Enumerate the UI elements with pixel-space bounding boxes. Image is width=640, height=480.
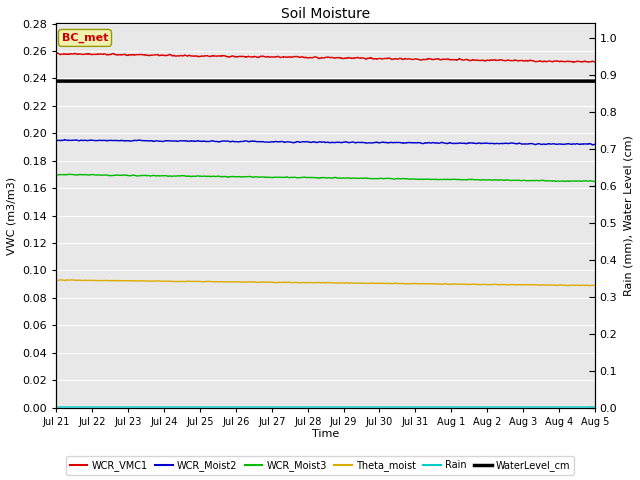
Text: BC_met: BC_met <box>62 33 108 43</box>
X-axis label: Time: Time <box>312 430 339 440</box>
Title: Soil Moisture: Soil Moisture <box>281 7 370 21</box>
Y-axis label: Rain (mm), Water Level (cm): Rain (mm), Water Level (cm) <box>623 135 633 296</box>
Legend: WCR_VMC1, WCR_Moist2, WCR_Moist3, Theta_moist, Rain, WaterLevel_cm: WCR_VMC1, WCR_Moist2, WCR_Moist3, Theta_… <box>66 456 574 475</box>
Y-axis label: VWC (m3/m3): VWC (m3/m3) <box>7 177 17 254</box>
